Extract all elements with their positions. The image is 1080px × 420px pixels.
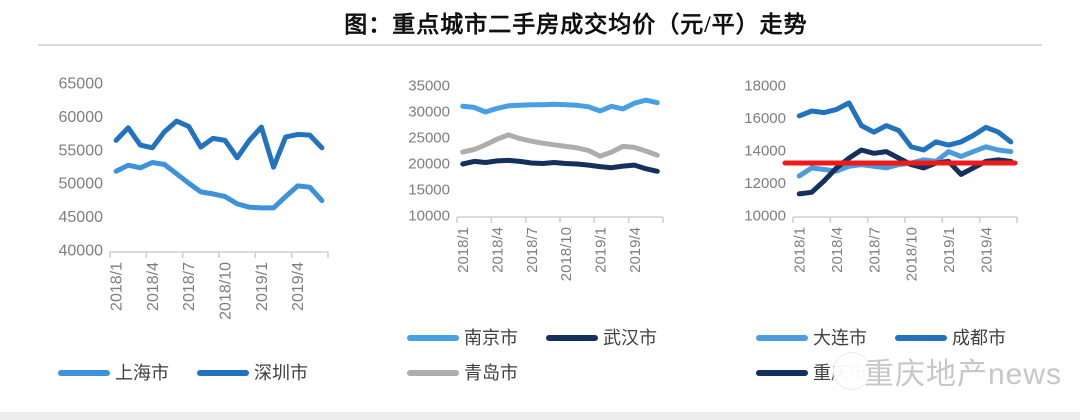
legend-swatch-icon xyxy=(407,370,459,376)
title-divider xyxy=(38,44,1042,46)
x-tick-label: 2018/10 xyxy=(558,227,575,281)
page-title: 图：重点城市二手房成交均价（元/平）走势 xyxy=(344,12,808,37)
y-tick-label: 16000 xyxy=(744,110,786,127)
x-tick-label: 2019/1 xyxy=(593,227,610,273)
line-series-1 xyxy=(460,157,660,174)
y-tick-label: 10000 xyxy=(408,208,450,225)
legend-row: 大连市 成都市 xyxy=(756,326,1006,350)
x-tick-label: 2018/7 xyxy=(181,262,198,311)
y-tick-label: 45000 xyxy=(59,209,104,226)
x-tick-label: 2019/1 xyxy=(941,227,958,273)
footer-strip xyxy=(0,412,1080,420)
x-tick-label: 2018/4 xyxy=(490,227,507,273)
y-tick-label: 10000 xyxy=(744,208,786,225)
legend-row: 上海市 深圳市 xyxy=(58,361,308,385)
y-tick-label: 55000 xyxy=(59,142,104,159)
y-tick-label: 65000 xyxy=(59,76,104,93)
x-tick-label: 2019/4 xyxy=(290,262,307,311)
y-tick-label: 20000 xyxy=(408,156,450,173)
legend-item: 上海市 xyxy=(58,364,169,382)
chart-dalian-chengdu-chongqing: 18000 16000 14000 12000 10000 2018/1 2018/4 201… xyxy=(744,78,1018,281)
x-tick-label: 2019/4 xyxy=(978,227,995,273)
legend-label: 深圳市 xyxy=(254,363,308,383)
x-tick-label: 2018/10 xyxy=(218,262,235,320)
legend-swatch-icon xyxy=(58,370,110,376)
legend-label: 青岛市 xyxy=(464,363,518,383)
legend-row: 南京市 武汉市 xyxy=(407,326,657,350)
legend-swatch-icon xyxy=(756,370,808,376)
line-series-1 xyxy=(113,118,325,170)
x-tick-label: 2018/4 xyxy=(829,227,846,273)
legend-item: 深圳市 xyxy=(197,364,308,382)
legend-swatch-icon xyxy=(197,370,249,376)
legend-row: 青岛市 xyxy=(407,361,657,385)
chart-shanghai-shenzhen: 65000 60000 55000 50000 45000 40000 2018/1 2018… xyxy=(59,76,329,320)
x-tick-label: 2018/10 xyxy=(904,227,921,281)
legend-item: 成都市 xyxy=(895,329,1006,347)
legend-label: 成都市 xyxy=(952,328,1006,348)
x-tick-label: 2019/4 xyxy=(627,227,644,273)
x-tick-label: 2019/1 xyxy=(254,262,271,311)
x-tick-label: 2018/4 xyxy=(145,262,162,311)
y-tick-label: 35000 xyxy=(408,78,450,95)
y-tick-label: 12000 xyxy=(744,175,786,192)
legend-swatch-icon xyxy=(546,335,598,341)
legend-label: 上海市 xyxy=(115,363,169,383)
x-tick-label: 2018/1 xyxy=(792,227,809,273)
chart-nanjing-wuhan-qingdao: 35000 30000 25000 20000 15000 10000 2018/1 2018… xyxy=(408,78,664,281)
legend-chart-1: 上海市 深圳市 xyxy=(58,361,308,396)
y-tick-label: 30000 xyxy=(408,104,450,121)
line-series-0 xyxy=(460,97,660,115)
legend-item: 大连市 xyxy=(756,329,867,347)
line-series-2 xyxy=(460,132,660,159)
y-tick-label: 18000 xyxy=(744,78,786,95)
y-tick-label: 25000 xyxy=(408,130,450,147)
legend-swatch-icon xyxy=(407,335,459,341)
legend-label: 南京市 xyxy=(464,328,518,348)
legend-item: 南京市 xyxy=(407,329,518,347)
x-tick-label: 2018/7 xyxy=(524,227,541,273)
x-tick-label: 2018/1 xyxy=(109,262,126,311)
legend-swatch-icon xyxy=(895,335,947,341)
watermark: 重庆地产news xyxy=(833,349,1062,393)
legend-label: 大连市 xyxy=(813,328,867,348)
x-tick-label: 2018/7 xyxy=(866,227,883,273)
line-series-2 xyxy=(796,147,1014,197)
legend-item: 青岛市 xyxy=(407,364,518,382)
watermark-text: 重庆地产news xyxy=(864,358,1063,391)
legend-item: 武汉市 xyxy=(546,329,657,347)
watermark-logo-icon xyxy=(833,352,871,390)
y-tick-label: 50000 xyxy=(59,176,104,193)
y-tick-label: 14000 xyxy=(744,143,786,160)
legend-label: 武汉市 xyxy=(603,328,657,348)
y-tick-label: 40000 xyxy=(59,243,104,260)
legend-chart-2: 南京市 武汉市青岛市 xyxy=(407,326,657,396)
y-tick-label: 15000 xyxy=(408,182,450,199)
legend-swatch-icon xyxy=(756,335,808,341)
line-series-1 xyxy=(796,100,1014,153)
y-tick-label: 60000 xyxy=(59,109,104,126)
line-series-0 xyxy=(113,160,325,211)
x-tick-label: 2018/1 xyxy=(455,227,472,273)
